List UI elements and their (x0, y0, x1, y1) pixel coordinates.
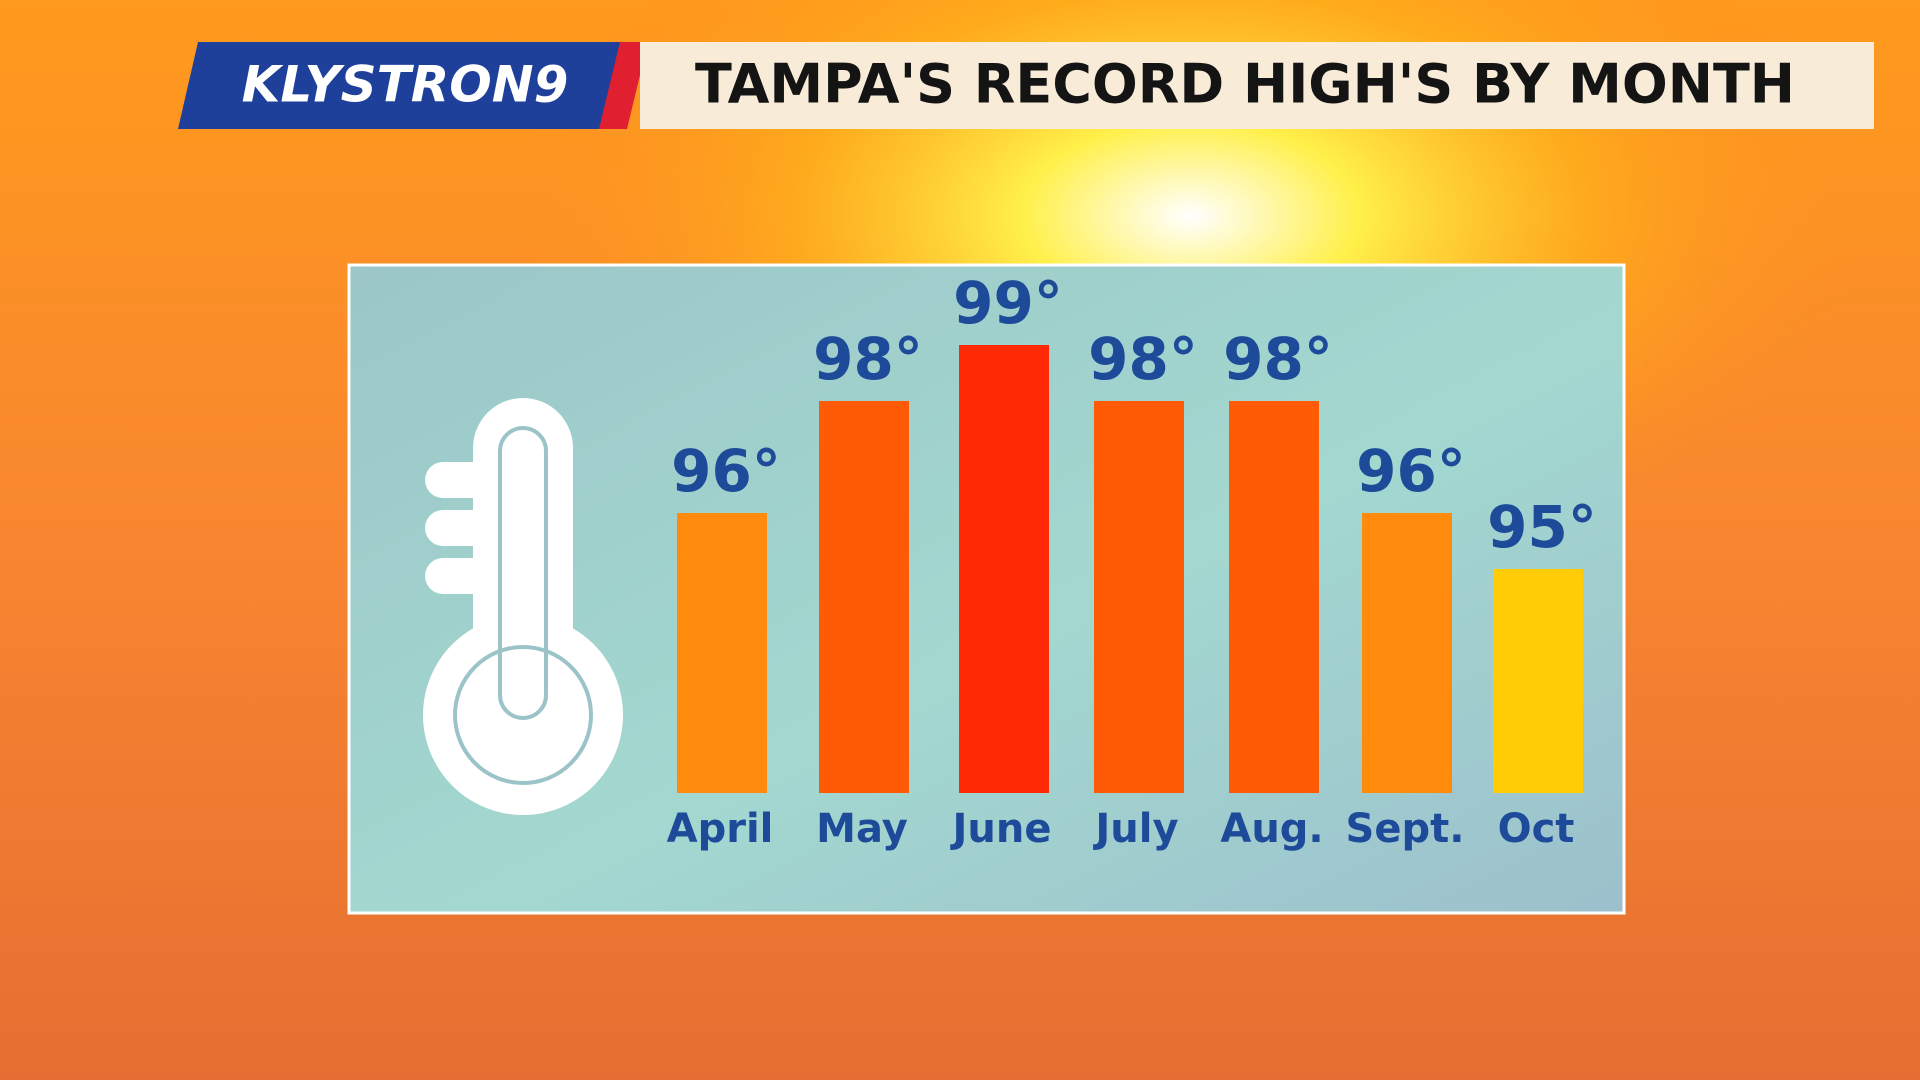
logo-stripe (599, 42, 648, 129)
bar (677, 513, 767, 793)
x-tick-label: Oct (1498, 806, 1575, 852)
x-tick-label: Aug. (1220, 806, 1323, 852)
bar (1229, 401, 1319, 793)
bar (1094, 401, 1184, 793)
x-tick-label: April (667, 806, 774, 852)
x-tick-label: Sept. (1346, 806, 1465, 852)
logo: KLYSTRON9 (242, 56, 569, 114)
value-label: 98° (813, 325, 923, 393)
bar (959, 345, 1049, 793)
bar (819, 401, 909, 793)
x-tick-label: June (950, 806, 1052, 852)
value-label: 96° (1356, 437, 1466, 505)
title-bar (640, 42, 1874, 129)
x-tick-label: May (816, 806, 908, 852)
value-label: 95° (1487, 493, 1597, 561)
value-label: 99° (953, 269, 1063, 337)
bar (1493, 569, 1583, 793)
value-label: 98° (1088, 325, 1198, 393)
value-label: 98° (1223, 325, 1333, 393)
chart-title: TAMPA'S RECORD HIGH'S BY MONTH (695, 53, 1795, 116)
x-tick-label: July (1092, 806, 1178, 852)
thermometer-icon (423, 398, 623, 815)
logo-box (178, 42, 643, 129)
value-label: 96° (671, 437, 781, 505)
bar (1362, 513, 1452, 793)
